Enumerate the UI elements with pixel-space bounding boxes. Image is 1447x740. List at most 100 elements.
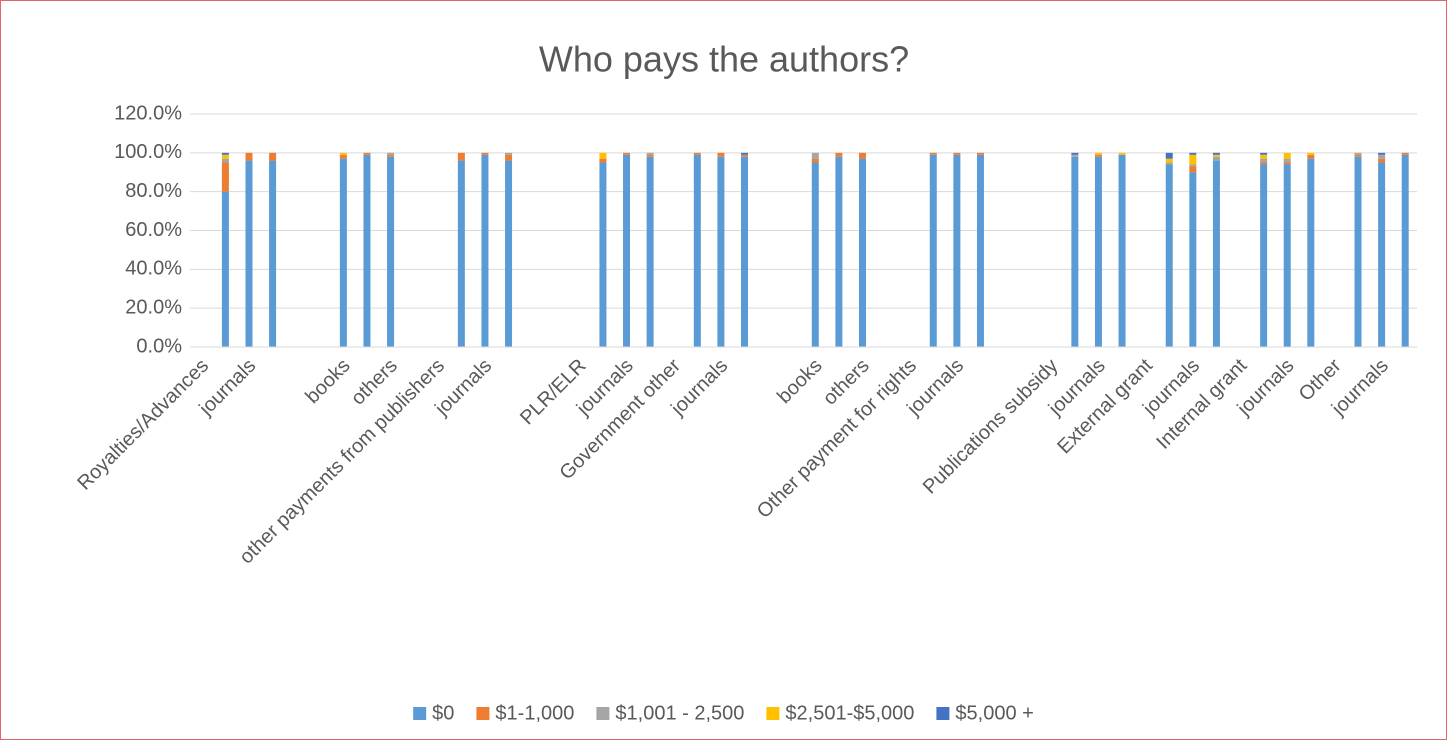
bar-segment [811, 162, 819, 347]
bar-segment [835, 156, 843, 347]
bar-segment [339, 154, 347, 159]
legend-swatch [476, 707, 490, 720]
bar-segment [1212, 156, 1220, 161]
legend-label: $5,000 + [955, 702, 1033, 724]
bar-segment [976, 154, 984, 347]
bar-segment [1212, 154, 1220, 157]
bar-segment [1283, 162, 1291, 165]
bar-segment [929, 154, 937, 347]
bar-segment [1212, 160, 1220, 347]
bar-segment [1283, 152, 1291, 159]
bar-segment [363, 152, 371, 155]
bar-segment [339, 152, 347, 155]
bar-segment [1307, 154, 1315, 159]
bar-segment [1260, 164, 1268, 347]
bar-segment [599, 152, 607, 159]
bar-segment [457, 152, 465, 161]
bar-segment [811, 158, 819, 163]
legend-label: $1-1,000 [495, 702, 574, 724]
bar-segment [1165, 152, 1173, 159]
bar-segment [1307, 152, 1315, 155]
bar-segment [646, 156, 654, 347]
bar-segment [505, 154, 513, 161]
bar-segment [599, 158, 607, 163]
bar-segment [1283, 164, 1291, 347]
bar-segment [481, 154, 489, 347]
bar-segment [1354, 152, 1362, 155]
bar-segment [339, 158, 347, 347]
bar-segment [457, 160, 465, 347]
bar-segment [929, 152, 937, 155]
bar-segment [1212, 152, 1220, 155]
legend-swatch [596, 707, 610, 720]
bar-segment [646, 154, 654, 157]
bar-segment [1378, 152, 1386, 155]
bar-segment [623, 154, 631, 347]
bar-segment [221, 158, 229, 163]
bar-segment [1094, 152, 1102, 155]
y-tick-label: 100.0% [114, 141, 182, 163]
bar-segment [387, 156, 395, 347]
bar-segment [1094, 154, 1102, 157]
bar-segment [599, 162, 607, 347]
legend-label: $2,501-$5,000 [785, 702, 914, 724]
bar-segment [1071, 152, 1079, 155]
chart-title: Who pays the authors? [539, 39, 909, 80]
bar-segment [245, 160, 253, 347]
bar-segment [269, 160, 277, 347]
y-tick-label: 120.0% [114, 102, 182, 124]
bar-segment [693, 152, 701, 155]
bar-segment [976, 152, 984, 155]
bar-segment [221, 162, 229, 192]
bar-segment [1378, 158, 1386, 163]
bar-segment [1071, 154, 1079, 157]
bar-segment [1071, 156, 1079, 347]
bar-segment [387, 154, 395, 157]
bar-segment [1118, 154, 1126, 347]
bar-segment [269, 152, 277, 161]
legend-label: $1,001 - 2,500 [615, 702, 744, 724]
bar-segment [1189, 152, 1197, 155]
bar-segment [1283, 158, 1291, 163]
bar-segment [221, 154, 229, 159]
bar-segment [1189, 164, 1197, 167]
bar-segment [1401, 152, 1409, 155]
bar-segment [953, 152, 961, 155]
bar-segment [1260, 152, 1268, 155]
legend-label: $0 [432, 702, 454, 724]
bar-segment [717, 156, 725, 347]
bar-segment [387, 152, 395, 155]
bar-segment [858, 152, 866, 159]
y-tick-label: 40.0% [125, 258, 182, 280]
bar-segment [221, 191, 229, 347]
bar-segment [1165, 158, 1173, 163]
bar-segment [717, 152, 725, 157]
bar-segment [1378, 162, 1386, 347]
legend: $0 $1-1,000 $1,001 - 2,500 $2,501-$5,000 $5,… [413, 702, 1034, 724]
legend-swatch [936, 707, 950, 720]
bar-segment [1307, 158, 1315, 347]
bar-segment [693, 154, 701, 347]
bar-segment [741, 156, 749, 347]
bar-segment [1189, 166, 1197, 173]
bar-segment [221, 152, 229, 155]
bar-segment [1165, 162, 1173, 165]
y-tick-label: 60.0% [125, 219, 182, 241]
bar-segment [363, 154, 371, 347]
bar-segment [481, 152, 489, 155]
bar-segment [1354, 154, 1362, 157]
bar-segment [1260, 154, 1268, 159]
legend-swatch [413, 707, 427, 720]
bar-segment [623, 152, 631, 155]
bar-segment [741, 152, 749, 155]
bar-segment [1165, 164, 1173, 347]
y-tick-label: 80.0% [125, 180, 182, 202]
bar-segment [1354, 156, 1362, 347]
bar-segment [1378, 154, 1386, 159]
bar-segment [646, 152, 654, 155]
bar-segment [1401, 154, 1409, 347]
y-tick-label: 20.0% [125, 296, 182, 318]
bar-segment [953, 154, 961, 347]
bar-segment [811, 152, 819, 159]
